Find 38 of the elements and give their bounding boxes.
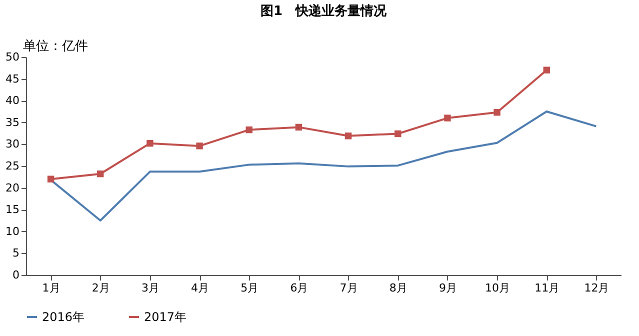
y-tick-label: 10 xyxy=(6,224,20,238)
point xyxy=(494,109,500,116)
point xyxy=(295,124,302,131)
legend-label: 2016年 xyxy=(42,310,85,324)
x-tick-label: 10月 xyxy=(485,282,510,294)
y-tick-label: 30 xyxy=(6,138,20,151)
point xyxy=(543,66,550,74)
point xyxy=(97,170,104,178)
x-tick-label: 5月 xyxy=(240,282,259,294)
x-tick-label: 6月 xyxy=(290,282,308,294)
x-tick-label: 7月 xyxy=(340,282,358,294)
point xyxy=(246,126,252,134)
x-tick-label: 2月 xyxy=(92,282,110,294)
point xyxy=(196,142,203,150)
point xyxy=(394,130,402,138)
point xyxy=(47,176,54,182)
x-tick-label: 4月 xyxy=(191,282,210,294)
x-tick-label: 1月 xyxy=(42,282,60,294)
point xyxy=(444,114,451,122)
y-tick-label: 20 xyxy=(6,181,20,194)
y-tick-label: 15 xyxy=(6,203,20,216)
y-tick-label: 45 xyxy=(6,72,20,86)
chart-title: 图1 快递业务量情况 xyxy=(260,3,388,19)
point xyxy=(344,132,352,140)
y-tick-label: 35 xyxy=(6,116,20,129)
y-tick-label: 0 xyxy=(12,268,20,282)
point xyxy=(146,140,154,147)
x-tick-label: 12月 xyxy=(584,282,610,294)
x-tick-label: 8月 xyxy=(389,282,408,294)
x-tick-label: 3月 xyxy=(141,282,160,294)
y-tick-label: 40 xyxy=(6,94,20,108)
x-tick-label: 9月 xyxy=(438,282,457,294)
x-tick-label: 11月 xyxy=(534,282,560,294)
y-tick-label: 50 xyxy=(6,50,20,64)
legend-label: 2017年 xyxy=(144,310,187,324)
y-tick-label: 5 xyxy=(12,246,20,260)
y-axis-title: 单位：亿件 xyxy=(23,39,88,54)
y-tick-label: 25 xyxy=(6,160,20,172)
